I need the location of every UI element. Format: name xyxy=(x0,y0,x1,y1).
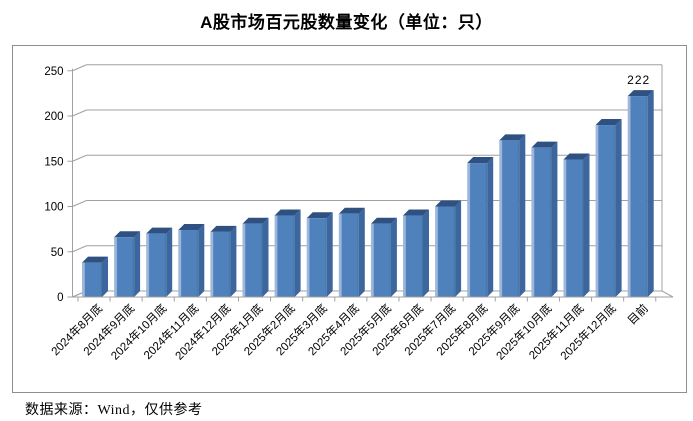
bar-top xyxy=(242,217,269,224)
bar-2025年9月底 xyxy=(499,140,520,297)
bar-side xyxy=(326,212,333,297)
bar-目前 xyxy=(627,96,648,297)
bar-2025年7月底 xyxy=(435,206,456,297)
x-axis-label: 2024年10月底 xyxy=(108,301,170,363)
chart-frame: 0 50 100 150 200 250 2024年8月底 2024年9月底 2024年10月底… xyxy=(12,45,687,393)
bar-2024年8月底 xyxy=(82,262,102,297)
bar-side xyxy=(487,157,494,297)
bar-data-label: 222 xyxy=(627,73,650,87)
bar-top xyxy=(435,200,462,207)
bar-top xyxy=(146,227,173,234)
y-tick-connector xyxy=(72,154,87,162)
bar-2024年10月底 xyxy=(146,233,167,297)
bar-side xyxy=(166,227,173,297)
bar-side xyxy=(647,90,654,297)
data-source-note: 数据来源：Wind，仅供参考 xyxy=(25,403,203,418)
x-axis-label: 2024年12月底 xyxy=(172,301,234,363)
bar-2025年3月底 xyxy=(306,218,327,297)
bar-side xyxy=(423,209,429,297)
chart-title: A股市场百元股数量变化（单位：只） xyxy=(200,13,493,32)
bar-2025年5月底 xyxy=(370,223,391,297)
bar-side xyxy=(230,225,237,297)
bar-2024年9月底 xyxy=(114,237,135,297)
bar-side xyxy=(262,217,269,297)
bar-chart-plot: 0501001502002502024年8月底2024年9月底2024年10月底… xyxy=(44,64,674,363)
bar-2025年10月底 xyxy=(531,147,552,297)
bar-top xyxy=(210,225,237,232)
x-axis-label: 2025年10月底 xyxy=(493,301,555,363)
bar-top xyxy=(338,207,365,214)
bar-top xyxy=(627,90,654,97)
y-tick-connector xyxy=(72,109,87,117)
bar-side xyxy=(583,153,590,297)
bar-2025年8月底 xyxy=(467,163,488,297)
bar-2025年2月底 xyxy=(274,215,295,297)
y-axis-label: 100 xyxy=(44,202,63,214)
x-axis-label: 目前 xyxy=(625,301,651,327)
bar-2025年11月底 xyxy=(563,159,584,297)
bar-2025年4月底 xyxy=(338,213,359,297)
y-axis-label: 200 xyxy=(44,111,63,123)
bar-2025年1月底 xyxy=(242,223,263,297)
bar-2024年12月底 xyxy=(210,231,231,297)
bar-top xyxy=(403,209,429,216)
bar-2025年12月底 xyxy=(595,125,616,297)
bar-side xyxy=(519,134,526,297)
y-axis-label: 250 xyxy=(44,66,63,78)
bar-top xyxy=(499,134,526,141)
bar-top xyxy=(563,153,590,160)
y-axis-label: 150 xyxy=(44,156,63,168)
bar-side xyxy=(390,217,397,297)
y-tick-connector xyxy=(72,245,87,253)
bar-top xyxy=(274,209,301,216)
y-tick-connector xyxy=(72,200,87,207)
bar-side xyxy=(551,141,558,297)
bar-top xyxy=(467,157,494,164)
x-axis-label: 2025年11月底 xyxy=(526,301,587,362)
bar-side xyxy=(358,207,365,297)
y-tick-connector xyxy=(72,64,87,72)
bar-top xyxy=(595,119,622,126)
bar-2024年11月底 xyxy=(178,230,199,297)
bar-2025年6月底 xyxy=(403,215,423,297)
bar-top xyxy=(306,212,333,219)
y-axis-label: 50 xyxy=(51,247,64,259)
bar-side xyxy=(455,200,462,297)
y-axis-label: 0 xyxy=(57,292,63,304)
bar-side xyxy=(102,256,108,297)
bar-side xyxy=(198,224,205,297)
bar-top xyxy=(178,224,205,231)
bar-side xyxy=(294,209,301,297)
bar-top xyxy=(82,256,108,263)
bar-side xyxy=(615,119,622,297)
x-axis-label: 2025年12月底 xyxy=(557,301,619,363)
x-axis-label: 2024年11月底 xyxy=(141,301,202,362)
bar-top xyxy=(531,141,558,148)
bar-side xyxy=(134,231,141,297)
bar-top xyxy=(114,231,141,238)
bar-top xyxy=(370,217,397,224)
